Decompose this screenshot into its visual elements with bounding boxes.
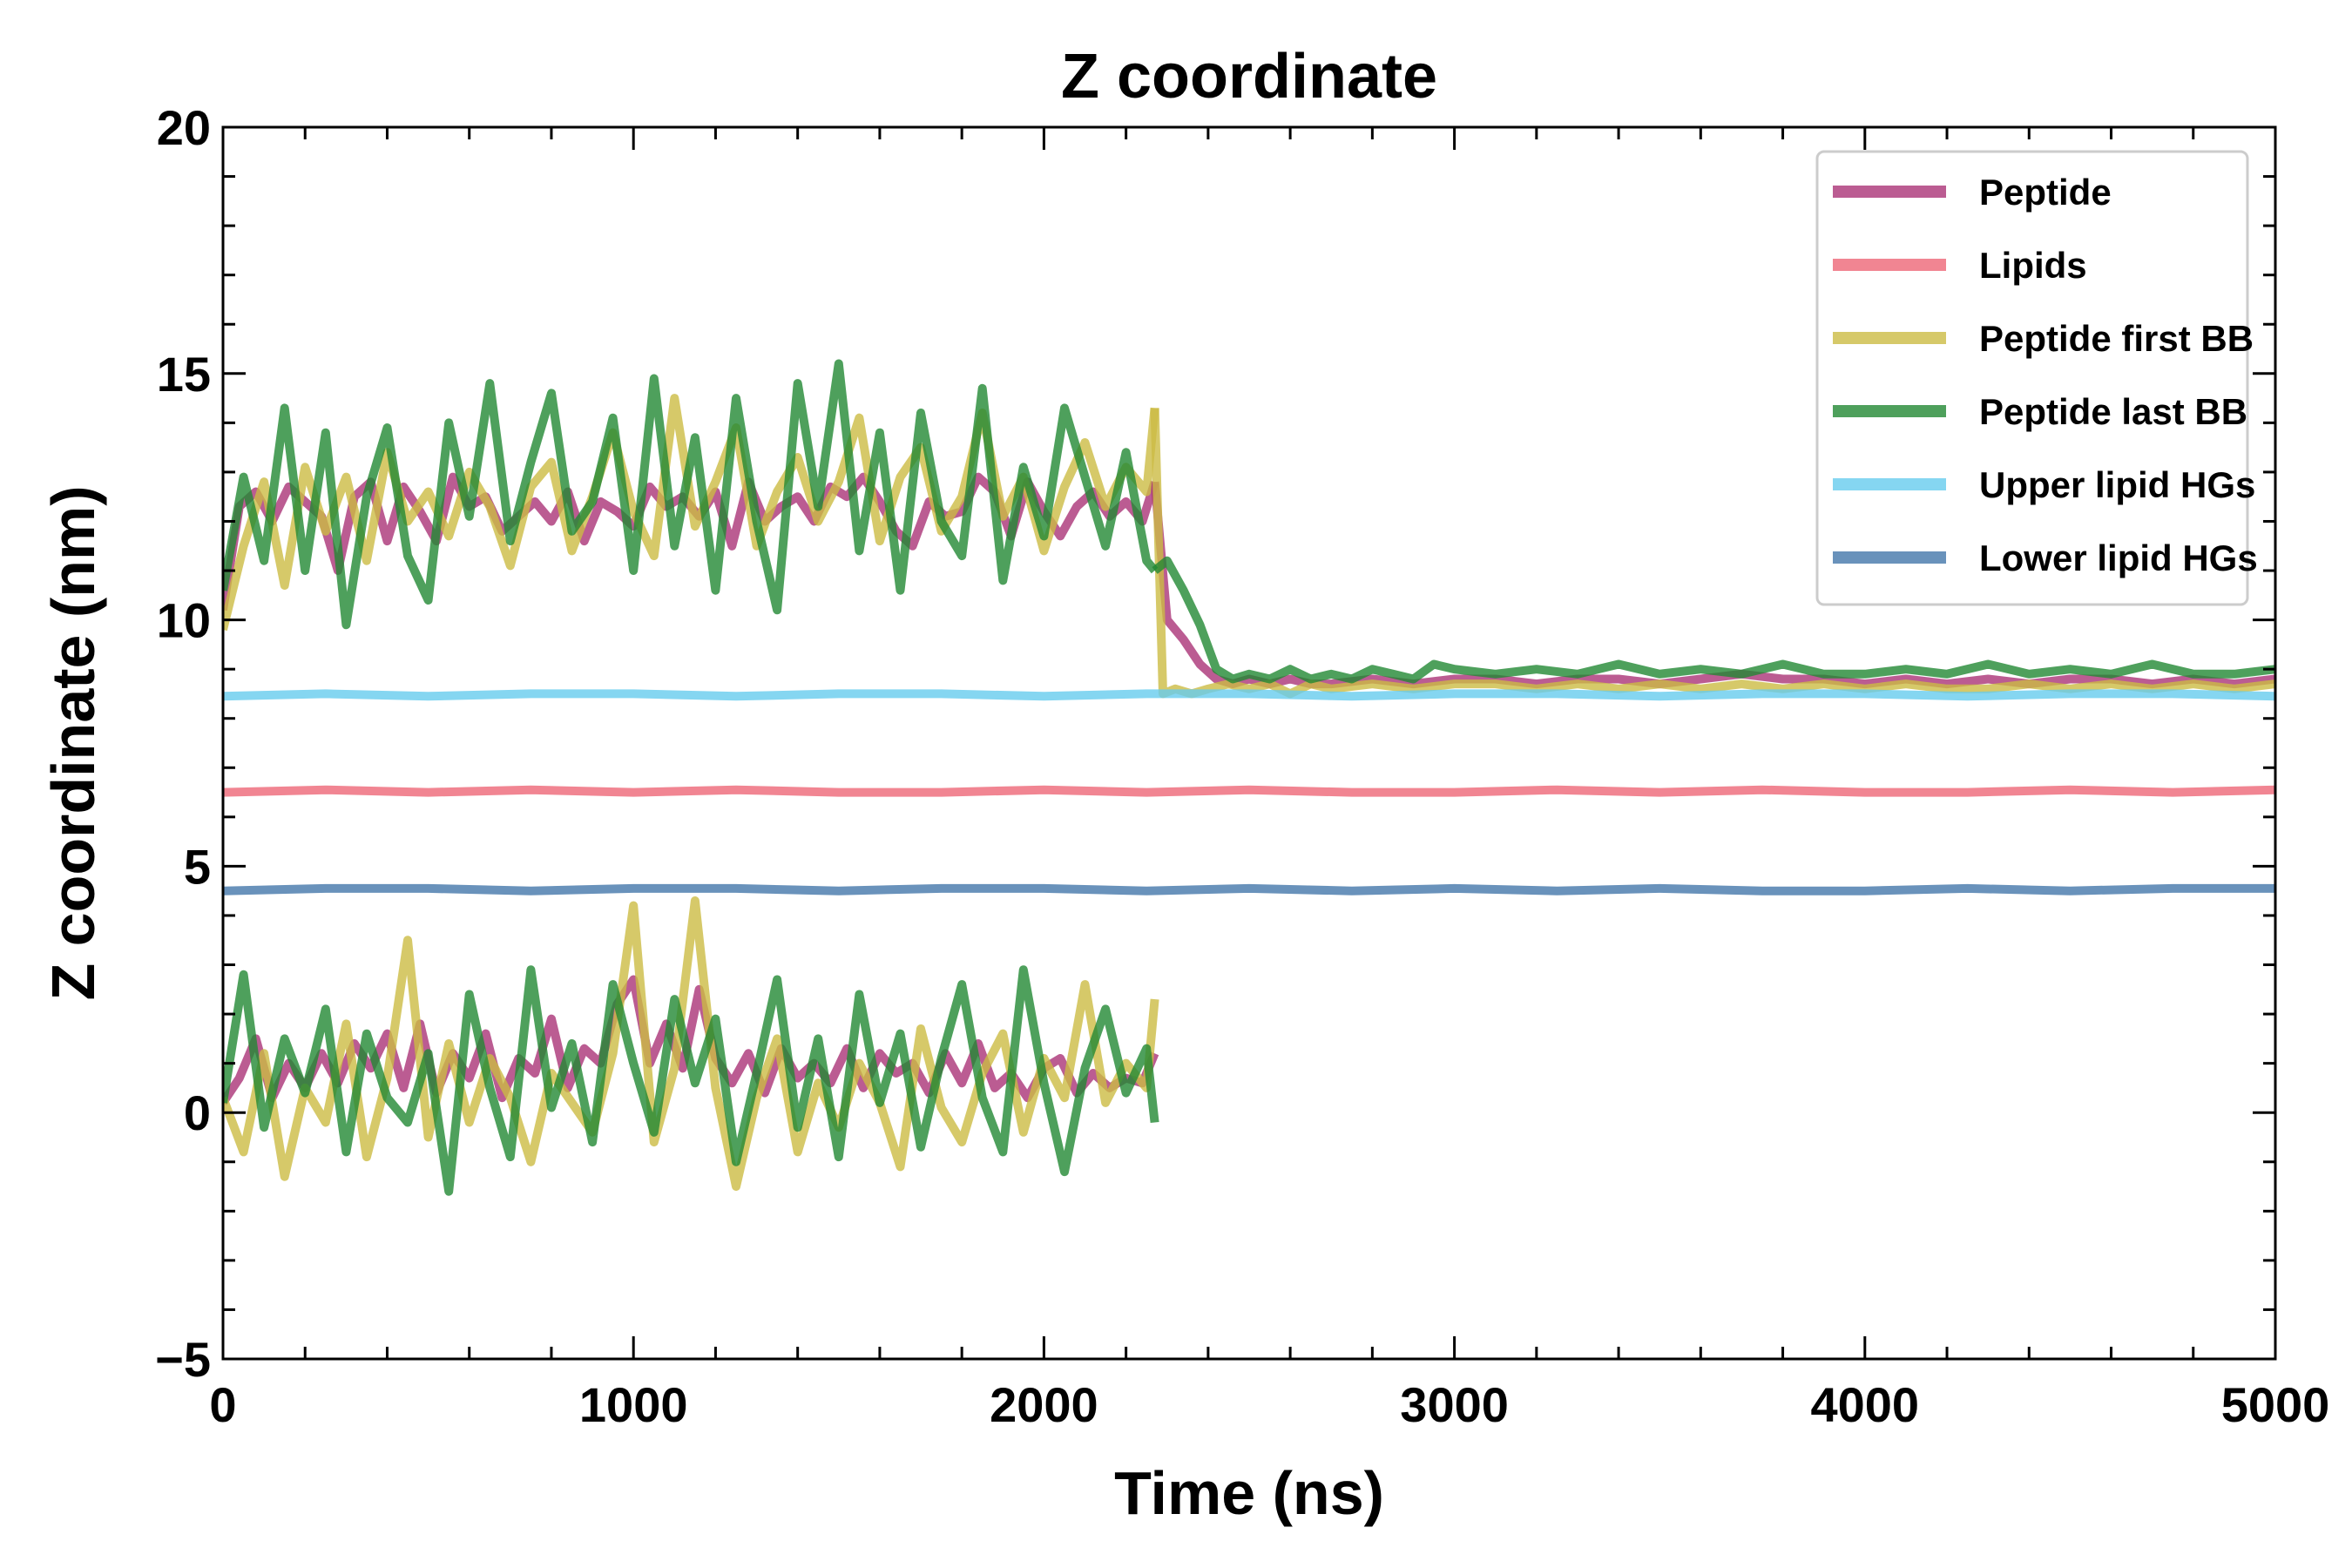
plot-series-group [223, 359, 2275, 1196]
y-tick-label: 10 [157, 593, 211, 648]
legend-label-peptide-last-bb: Peptide last BB [1979, 391, 2247, 432]
series-line-upper-lipid-hgs-0 [223, 689, 2275, 701]
series-lower-lipid-hgs [223, 883, 2275, 896]
y-axis-label: Z coordinate (nm) [39, 485, 107, 1000]
legend: Peptide Lipids Peptide first BB Peptide las… [1815, 150, 2258, 606]
plot-frame [221, 125, 2277, 1361]
series-line-peptide-1 [223, 975, 1159, 1105]
y-tick-label: 15 [157, 347, 211, 402]
series-line-lower-lipid-hgs-0 [223, 883, 2275, 896]
legend-box [1815, 150, 2249, 606]
y-tick-label: 5 [184, 839, 211, 894]
series-line-peptide-first-bb-2 [1150, 408, 2275, 699]
series-line-peptide-last-bb-0 [223, 359, 1159, 630]
y-tick-label: 0 [184, 1085, 211, 1140]
series-line-lipids-0 [223, 785, 2275, 797]
series-line-peptide-first-bb-0 [223, 394, 1159, 632]
y-tick-label: 20 [157, 100, 211, 155]
y-tick-label: −5 [155, 1332, 211, 1387]
x-tick-label: 0 [209, 1377, 236, 1432]
legend-label-lipids: Lipids [1979, 245, 2087, 286]
legend-label-peptide-first-bb: Peptide first BB [1979, 318, 2254, 359]
legend-label-upper-lipid-hgs: Upper lipid HGs [1979, 464, 2255, 505]
legend-label-peptide: Peptide [1979, 172, 2112, 213]
series-line-peptide-last-bb-1 [223, 965, 1159, 1196]
series-line-peptide-2 [1150, 481, 2275, 689]
series-lipids [223, 785, 2275, 797]
x-tick-label: 3000 [1400, 1377, 1509, 1432]
chart-title: Z coordinate [1061, 42, 1437, 112]
series-line-peptide-last-bb-2 [1152, 556, 2275, 684]
series-upper-lipid-hgs [223, 689, 2275, 701]
x-tick-label: 1000 [579, 1377, 688, 1432]
series-peptide-last-bb [223, 359, 2275, 1196]
x-tick-label: 4000 [1811, 1377, 1920, 1432]
x-tick-label: 2000 [990, 1377, 1098, 1432]
legend-label-lower-lipid-hgs: Lower lipid HGs [1979, 537, 2258, 578]
x-tick-label: 5000 [2221, 1377, 2330, 1432]
x-axis-label: Time (ns) [1114, 1459, 1384, 1527]
